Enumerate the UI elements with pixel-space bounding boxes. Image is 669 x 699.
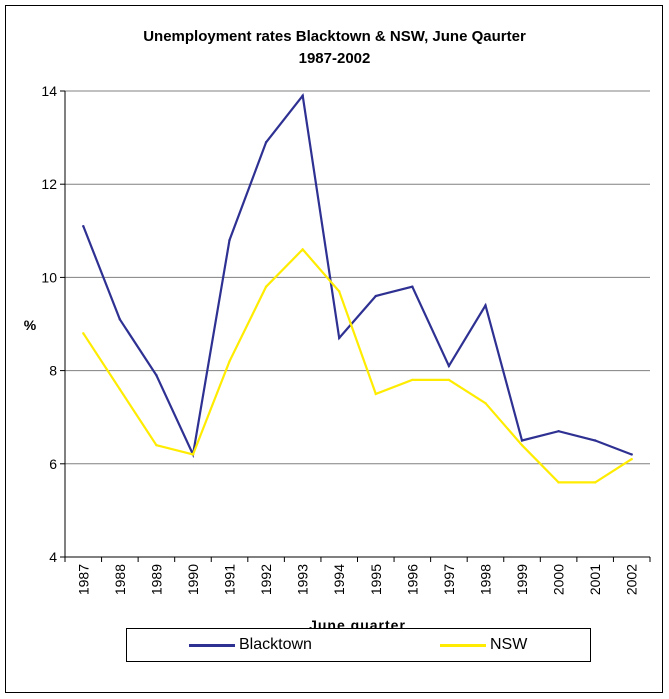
chart-title-line1: Unemployment rates Blacktown & NSW, June… bbox=[143, 28, 526, 45]
legend-swatch-blacktown bbox=[189, 643, 235, 647]
data-point bbox=[228, 238, 231, 242]
x-tick-label: 1991 bbox=[222, 564, 238, 595]
x-tick-label: 1993 bbox=[295, 564, 311, 595]
data-point bbox=[520, 439, 524, 442]
legend-label-nsw: NSW bbox=[490, 636, 528, 653]
y-tick-label: 6 bbox=[49, 456, 57, 472]
y-tick-label: 4 bbox=[49, 549, 57, 565]
chart-title-line2: 1987-2002 bbox=[298, 50, 371, 67]
data-point bbox=[301, 248, 304, 251]
axes bbox=[60, 90, 651, 562]
data-point bbox=[630, 457, 633, 461]
data-point bbox=[191, 453, 195, 456]
data-point bbox=[228, 360, 231, 363]
y-axis-label: % bbox=[24, 317, 37, 333]
data-point bbox=[557, 429, 560, 433]
data-point bbox=[484, 402, 487, 405]
data-point bbox=[264, 285, 268, 288]
x-tick-label: 2001 bbox=[587, 564, 603, 595]
x-tick-label: 1999 bbox=[514, 564, 530, 595]
gridlines bbox=[65, 90, 650, 465]
y-tick-labels: 4 6 8 10 12 14 bbox=[41, 83, 57, 565]
legend: Blacktown NSW bbox=[126, 628, 591, 662]
legend-item-blacktown: Blacktown bbox=[189, 629, 312, 661]
x-tick-label: 1998 bbox=[477, 564, 493, 595]
data-point bbox=[630, 453, 633, 456]
data-point bbox=[593, 439, 597, 442]
data-point bbox=[374, 392, 377, 396]
x-tick-label: 1992 bbox=[258, 564, 274, 595]
data-point bbox=[118, 388, 122, 391]
data-point bbox=[338, 290, 341, 293]
x-tick-label: 1987 bbox=[75, 564, 91, 595]
series-lines bbox=[82, 93, 633, 484]
data-point bbox=[301, 94, 304, 97]
data-point bbox=[593, 481, 597, 484]
data-point bbox=[264, 141, 268, 144]
series-line-nsw bbox=[82, 247, 633, 484]
data-point bbox=[484, 304, 487, 307]
chart-title: Unemployment rates Blacktown & NSW, June… bbox=[0, 26, 669, 70]
legend-label-blacktown: Blacktown bbox=[239, 636, 312, 653]
series-line-blacktown bbox=[82, 93, 633, 459]
x-tick-label: 1994 bbox=[331, 564, 347, 595]
data-point bbox=[411, 285, 414, 288]
x-tick-label: 1988 bbox=[112, 564, 128, 595]
data-point bbox=[557, 481, 560, 484]
x-tick-label: 1990 bbox=[185, 564, 201, 595]
data-point bbox=[155, 374, 158, 377]
x-tick-labels: 1987 1988 1989 1990 1991 1992 1993 1994 1995 1996… bbox=[75, 564, 639, 595]
data-point bbox=[374, 294, 377, 298]
data-point bbox=[155, 443, 158, 447]
x-tick-label: 1989 bbox=[148, 564, 164, 595]
data-point bbox=[411, 378, 414, 382]
y-tick-label: 12 bbox=[41, 176, 57, 192]
x-tick-label: 1995 bbox=[368, 564, 384, 595]
x-tick-label: 2002 bbox=[624, 564, 640, 595]
x-tick-label: 1997 bbox=[441, 564, 457, 595]
data-point bbox=[118, 318, 122, 321]
x-tick-label: 1996 bbox=[404, 564, 420, 595]
y-tick-label: 14 bbox=[41, 83, 57, 99]
data-point bbox=[82, 332, 85, 335]
chart-frame bbox=[5, 5, 663, 693]
legend-swatch-nsw bbox=[440, 643, 486, 647]
data-point bbox=[520, 443, 524, 447]
data-point bbox=[82, 224, 85, 228]
y-tick-label: 8 bbox=[49, 363, 57, 379]
legend-item-nsw: NSW bbox=[440, 629, 527, 661]
x-tick-label: 2000 bbox=[551, 564, 567, 595]
data-point bbox=[338, 336, 341, 340]
data-point bbox=[447, 378, 451, 382]
y-tick-label: 10 bbox=[41, 269, 57, 285]
data-point bbox=[447, 364, 451, 368]
